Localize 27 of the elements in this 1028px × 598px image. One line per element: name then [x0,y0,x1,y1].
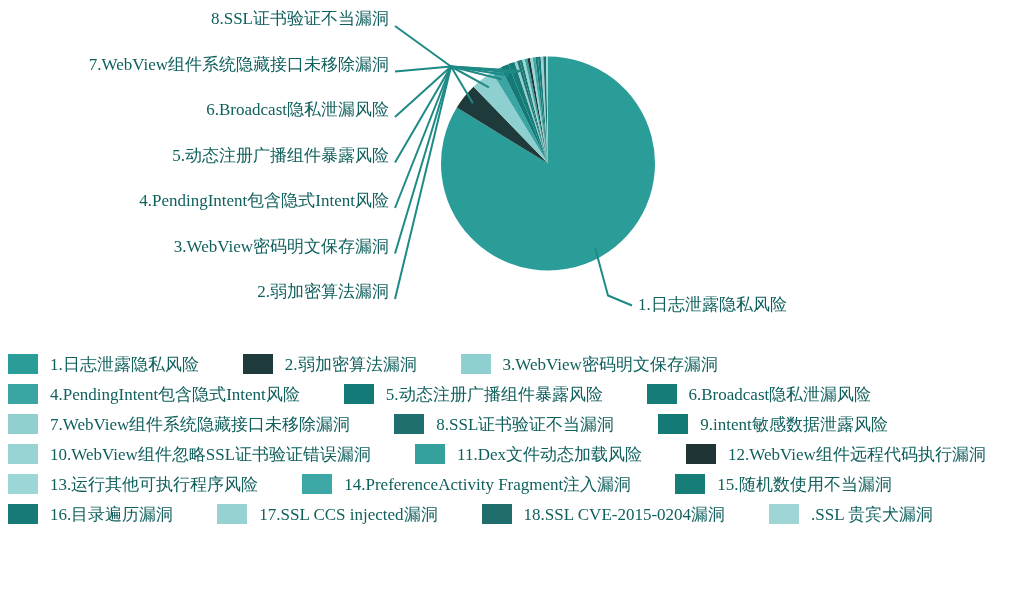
legend-label: 6.Broadcast隐私泄漏风险 [688,383,872,406]
legend-label: 1.日志泄露隐私风险 [50,353,199,376]
legend-label: 16.目录遍历漏洞 [50,503,174,526]
legend-label: 12.WebView组件远程代码执行漏洞 [728,443,986,466]
legend-label: 15.随机数使用不当漏洞 [717,473,892,496]
legend-label: 9.intent敏感数据泄露风险 [700,413,888,436]
slice-label: 6.Broadcast隐私泄漏风险 [206,100,389,120]
legend-label: 7.WebView组件系统隐藏接口未移除漏洞 [50,413,351,436]
legend-label: 8.SSL证书验证不当漏洞 [436,413,615,436]
legend-label: 3.WebView密码明文保存漏洞 [502,353,718,376]
legend-label: 13.运行其他可执行程序风险 [50,473,259,496]
legend-label: .SSL 贵宾犬漏洞 [811,503,934,526]
slice-label: 1.日志泄露隐私风险 [638,294,787,314]
slice-label: 2.弱加密算法漏洞 [257,282,389,302]
slice-label: 4.PendingIntent包含隐式Intent风险 [139,191,389,211]
legend-label: 14.PreferenceActivity Fragment注入漏洞 [344,473,632,496]
legend-label: 11.Dex文件动态加载风险 [457,443,643,466]
legend-label: 17.SSL CCS injected漏洞 [259,503,438,526]
category-label: 7.WebView组件系统隐藏接口未移除漏洞 [88,54,389,74]
legend-label: 5.动态注册广播组件暴露风险 [385,383,603,406]
slice-label: 5.动态注册广播组件暴露风险 [172,145,389,165]
legend-label: 4.PendingIntent包含隐式Intent风险 [50,383,300,406]
slice-label: 8.SSL证书验证不当漏洞 [210,9,389,29]
legend-label: 10.WebView组件忽略SSL证书验证错误漏洞 [50,443,372,466]
slice-label: 3.WebView密码明文保存漏洞 [173,236,389,256]
legend-label: 18.SSL CVE-2015-0204漏洞 [523,503,726,526]
legend-label: 2.弱加密算法漏洞 [284,353,417,376]
